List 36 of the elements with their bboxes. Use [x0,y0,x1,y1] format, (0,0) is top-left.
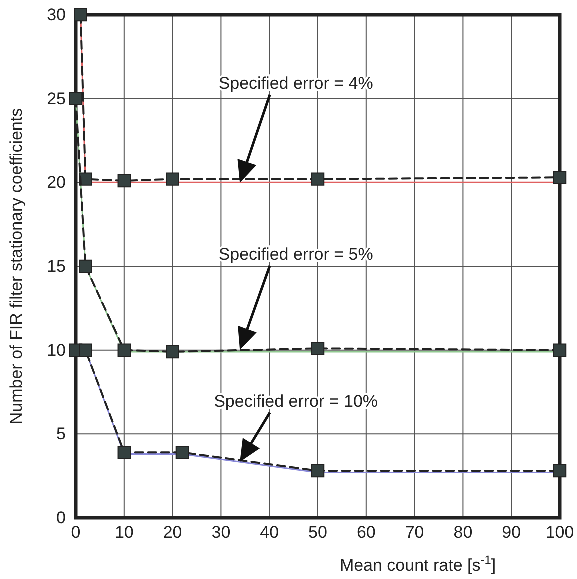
y-axis-title: Number of FIR filter stationary coefficients [7,108,26,425]
x-tick-label: 20 [163,523,182,542]
x-tick-label: 70 [405,523,424,542]
y-tick-label: 0 [56,508,66,528]
point [166,345,180,359]
point [118,446,132,460]
point [118,174,132,188]
point [79,260,92,274]
point [311,172,325,186]
point [176,446,190,460]
point [166,172,180,186]
x-tick-label: 80 [454,523,473,542]
x-tick-label: 10 [114,523,134,542]
x-axis-title: Mean count rate [s$^{-1}$] [340,553,496,575]
point [69,92,83,106]
x-tick-label: 40 [260,523,280,542]
point [311,342,325,356]
x-tick-label: 90 [502,523,522,542]
y-tick-label: 10 [47,340,66,360]
y-tick-label: 25 [47,89,66,108]
x-tick-label: 100 [546,523,574,542]
x-tick-label: 60 [356,523,376,542]
x-tick-label: 30 [212,523,231,542]
point [118,344,132,357]
point [311,464,325,478]
point [79,344,92,357]
y-tick-label: 30 [47,5,66,24]
point [553,344,567,357]
x-tick-label: 50 [308,523,328,542]
point [553,171,567,184]
y-tick-label: 15 [47,256,66,276]
y-tick-label: 5 [56,424,66,444]
x-tick-label: 0 [71,523,81,542]
point [553,464,567,478]
y-tick-label: 20 [47,173,66,192]
point [74,8,88,22]
